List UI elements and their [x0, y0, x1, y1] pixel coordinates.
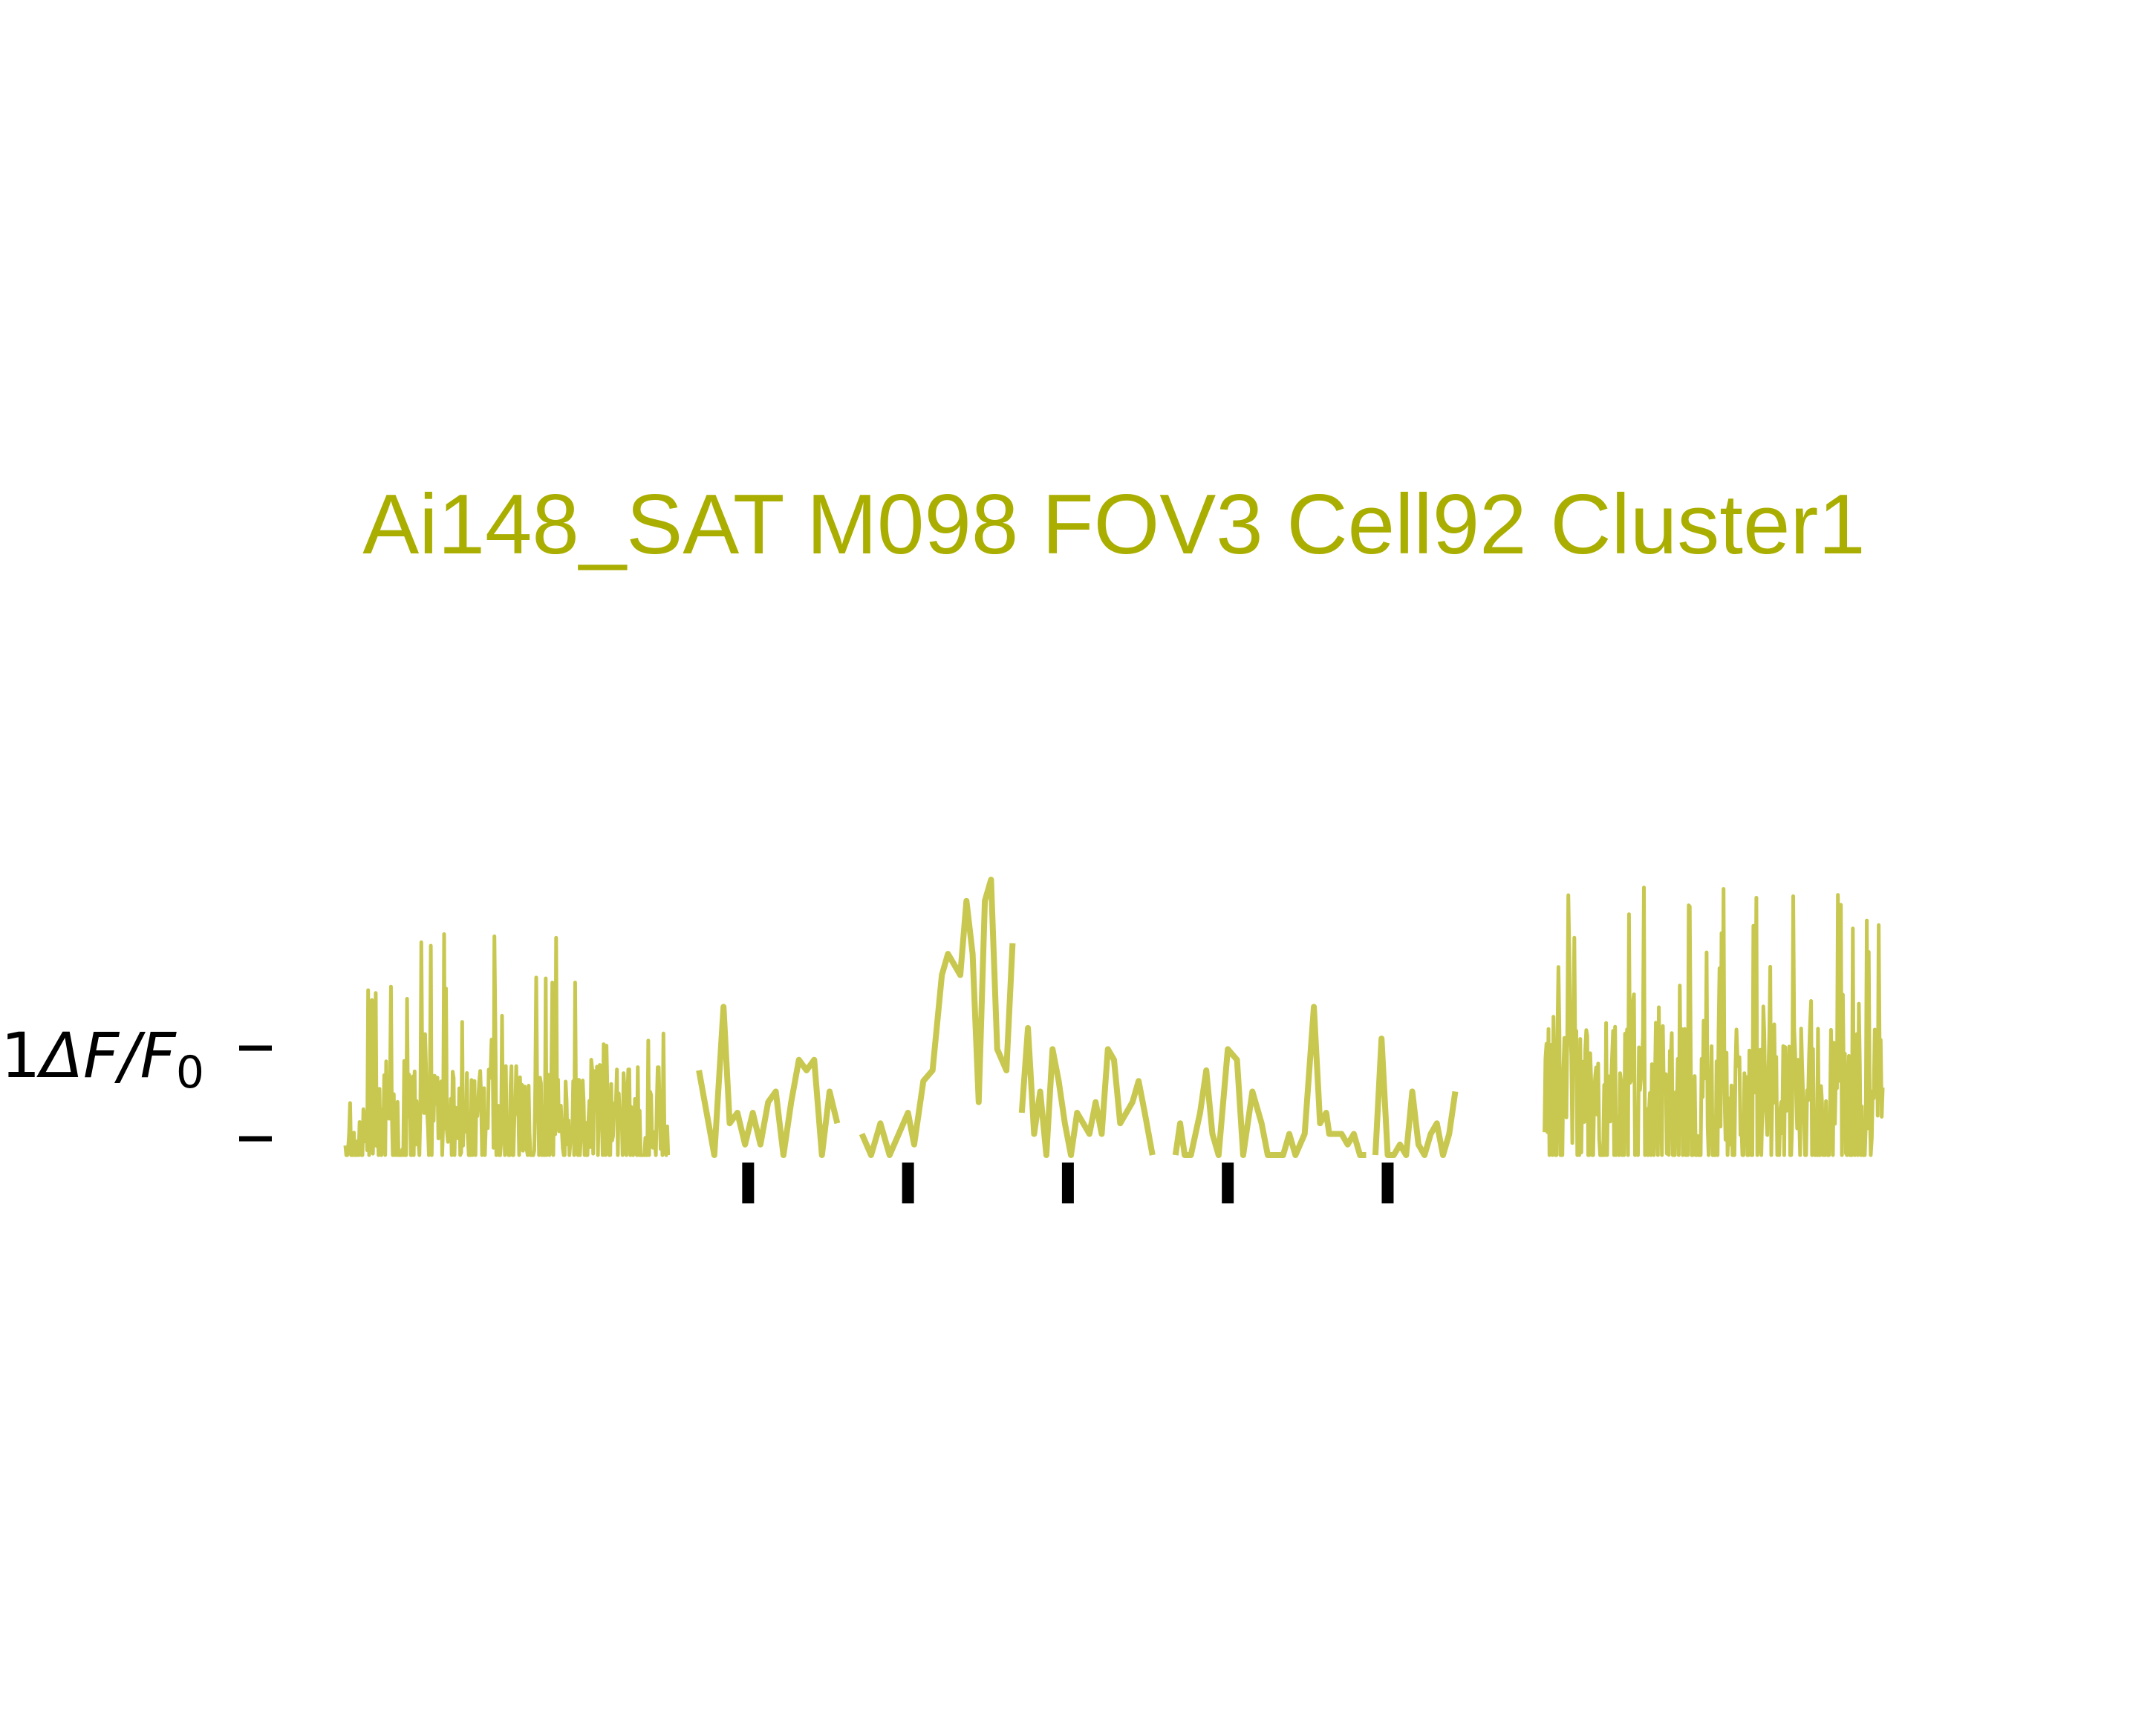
- y-scale-bar: [239, 1045, 272, 1142]
- stimulus-markers: [742, 1163, 1394, 1203]
- trace-stim-block-3: [1018, 1024, 1156, 1158]
- trace-stim-block-1: [696, 1004, 841, 1158]
- trace-baseline-post: [1543, 885, 1885, 1157]
- svg-text:1ΔF/F0: 1ΔF/F0: [1, 1019, 204, 1099]
- trace-stim-block-4: [1172, 1004, 1367, 1158]
- trace-stim-block-5: [1372, 1036, 1459, 1158]
- trace-stim-block-2: [859, 877, 1016, 1158]
- trace-baseline-pre: [343, 932, 671, 1157]
- y-scale-label: 1ΔF/F0: [1, 1019, 204, 1099]
- chart-title: Ai148_SAT M098 FOV3 Cell92 Cluster1: [362, 478, 1865, 572]
- y-scale-value: 1: [1, 1019, 40, 1092]
- y-label-text: ΔF/F: [36, 1019, 177, 1092]
- y-label-subscript: 0: [176, 1047, 204, 1099]
- trace-group: [343, 877, 1885, 1158]
